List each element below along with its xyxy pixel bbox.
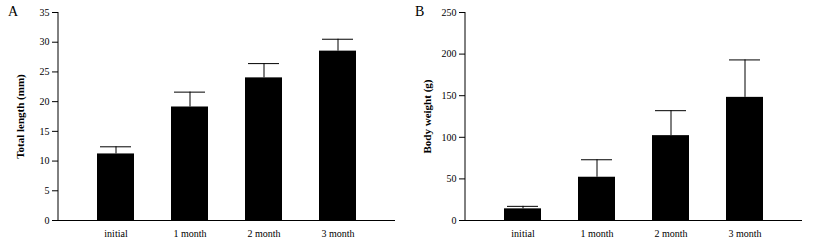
svg-text:35: 35 <box>40 7 50 18</box>
svg-text:25: 25 <box>40 66 50 77</box>
svg-text:15: 15 <box>40 126 50 137</box>
svg-text:250: 250 <box>442 7 457 18</box>
svg-text:10: 10 <box>40 155 50 166</box>
svg-text:Total length (mm): Total length (mm) <box>14 74 27 159</box>
svg-text:3 month: 3 month <box>321 228 354 239</box>
svg-text:initial: initial <box>511 228 535 239</box>
svg-text:2 month: 2 month <box>247 228 280 239</box>
html-text:B: B <box>415 4 425 19</box>
svg-text:30: 30 <box>40 36 50 47</box>
svg-text:1 month: 1 month <box>580 228 613 239</box>
svg-text:0: 0 <box>452 215 457 226</box>
svg-text:5: 5 <box>45 185 50 196</box>
svg-text:150: 150 <box>442 90 457 101</box>
svg-text:1 month: 1 month <box>173 228 206 239</box>
svg-text:Body weight (g): Body weight (g) <box>421 79 434 153</box>
svg-text:100: 100 <box>442 132 457 143</box>
svg-text:3 month: 3 month <box>728 228 761 239</box>
svg-text:2 month: 2 month <box>654 228 687 239</box>
html-text:A: A <box>8 4 19 19</box>
svg-text:20: 20 <box>40 96 50 107</box>
svg-text:200: 200 <box>442 48 457 59</box>
svg-text:0: 0 <box>45 215 50 226</box>
svg-text:50: 50 <box>447 173 457 184</box>
svg-text:initial: initial <box>104 228 128 239</box>
